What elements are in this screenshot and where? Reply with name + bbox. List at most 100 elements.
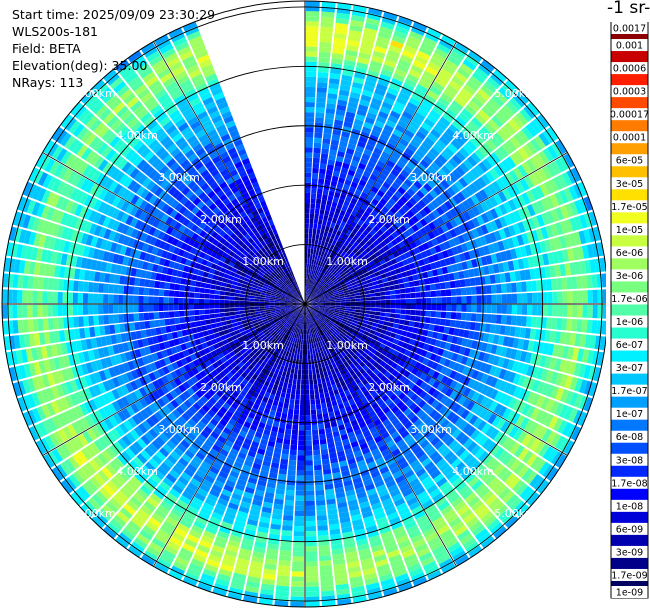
data-gate [309,290,312,295]
data-gate [362,319,369,325]
data-gate [219,418,228,427]
data-gate [527,256,535,268]
data-gate [160,500,173,512]
data-gate [527,492,540,506]
data-gate [262,501,273,509]
data-gate [532,255,540,267]
data-gate [102,380,111,392]
data-gate [425,192,435,202]
data-gate [599,336,606,351]
data-gate [572,183,583,199]
data-gate [215,502,227,512]
data-gate [435,235,444,244]
data-gate [309,253,313,260]
data-gate [313,309,318,313]
data-gate [312,172,319,179]
data-gate [227,452,237,461]
data-gate [435,364,444,373]
data-gate [355,113,366,122]
data-gate [340,167,349,175]
data-gate [336,104,347,112]
data-gate [101,466,113,480]
data-gate [346,207,353,214]
data-gate [539,411,550,425]
data-gate [314,327,318,333]
data-gate [27,409,38,425]
data-gate [234,379,242,387]
data-gate [310,353,314,360]
data-gate [471,258,478,268]
data-gate [531,316,537,328]
data-gate [537,292,543,304]
data-gate [305,142,313,148]
data-gate [305,490,315,496]
data-gate [372,267,379,273]
data-gate [51,467,64,482]
data-gate [506,359,515,371]
data-gate [331,175,339,182]
data-gate [281,326,286,332]
data-gate [510,315,517,326]
data-gate [247,342,254,349]
data-gate [401,354,409,362]
data-gate [339,209,346,217]
data-gate [498,368,507,380]
data-gate [444,436,455,447]
data-gate [507,337,515,348]
data-gate [292,309,298,314]
data-gate [387,549,401,559]
data-gate [263,568,277,576]
data-gate [364,313,370,318]
data-gate [305,132,314,138]
data-gate [423,343,430,351]
data-gate [463,83,476,96]
data-gate [347,431,356,439]
data-gate [542,342,550,355]
data-gate [361,37,375,46]
data-gate [349,356,356,363]
data-gate [376,563,390,573]
data-gate [157,528,171,540]
data-gate [344,389,351,397]
data-gate [369,293,376,297]
data-gate [456,337,463,346]
data-gate [352,424,361,432]
data-gate [314,275,318,281]
data-gate [345,299,351,302]
data-gate [84,414,95,427]
data-gate [511,293,518,304]
data-gate [314,288,319,293]
data-gate [466,140,478,152]
data-gate [370,210,378,218]
data-gate [401,110,413,120]
data-gate [372,257,380,264]
data-gate [346,453,355,460]
data-gate [284,428,292,435]
data-gate [325,205,331,212]
data-gate [155,436,166,447]
data-gate [309,300,315,303]
data-gate [246,331,253,337]
data-gate [186,533,200,544]
data-gate [252,339,258,346]
data-gate [248,357,255,364]
data-gate [467,120,480,132]
data-gate [530,187,540,201]
data-gate [454,345,461,354]
data-gate [239,413,248,421]
data-gate [378,155,388,164]
data-gate [334,114,345,122]
data-gate [356,259,363,266]
data-gate [362,259,369,266]
data-gate [278,370,283,376]
data-gate [364,339,371,346]
data-gate [250,345,257,352]
data-gate [455,165,466,177]
data-gate [473,267,480,277]
data-gate [318,367,324,374]
data-gate [309,284,313,290]
data-gate [75,419,86,432]
data-gate [375,558,389,568]
data-gate [302,349,305,355]
data-gate [451,496,464,508]
